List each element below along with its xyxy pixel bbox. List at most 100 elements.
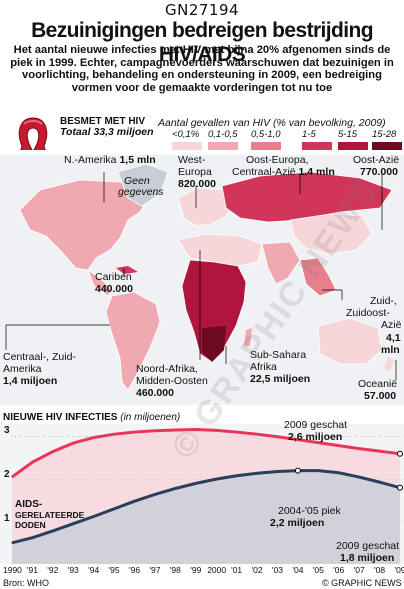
legend-title: Aantal gevallen van HIV (% van bevolking…: [158, 117, 386, 129]
aids-label-2: GERELATEERDE: [15, 510, 85, 520]
legend-label-0: <0,1%: [172, 129, 200, 140]
x-tick-label: '92: [47, 565, 59, 575]
subtitle: Het aantal nieuwe infecties met HIV met …: [10, 44, 394, 94]
label-latin-america-value: 1,4 miljoen: [3, 375, 58, 387]
series-1-point-8: [174, 487, 176, 490]
x-tick-label: '98: [169, 565, 181, 575]
series-line-0: [11, 428, 401, 479]
legend-swatch-1: [208, 142, 238, 151]
legend-label-2: 0,5-1,0: [251, 129, 281, 140]
x-tick-label: '97: [149, 565, 161, 575]
series-line-1: [11, 469, 401, 545]
series-0-point-6: [133, 431, 136, 433]
label-ssa-value: 22,5 miljoen: [250, 373, 311, 385]
legend-swatch-3: [302, 142, 332, 151]
legend-label-1: 0,1-0,5: [208, 129, 238, 140]
series-0-point-9: [195, 428, 197, 431]
x-tick-label: '94: [88, 565, 100, 575]
series-1-point-16: [338, 472, 340, 474]
map-australia: [317, 317, 383, 365]
map-caribbean: [116, 266, 138, 274]
ribbon-total: Totaal 33,3 miljoen: [60, 126, 154, 138]
y-tick-2: 2: [4, 469, 10, 480]
annotation-infections-line1: 2009 geschat: [284, 419, 348, 431]
label-east-asia-value: 770.000: [360, 166, 398, 178]
page-title: Bezuinigingen bedreigen bestrijding HIV/…: [31, 19, 373, 66]
map-east-asia: [289, 213, 373, 255]
x-tick-label: 2000: [207, 565, 227, 575]
y-tick-3: 3: [4, 425, 10, 436]
label-caribbean-value: 440.000: [95, 283, 133, 295]
legend-swatch-0: [172, 142, 202, 151]
aids-label-3: DODEN: [15, 520, 46, 530]
map-north-america: [19, 179, 151, 271]
series-1-point-5: [113, 508, 115, 510]
label-east-europe-name1: Oost-Europa,: [246, 154, 309, 166]
label-oceania-name: Oceanië: [358, 378, 398, 390]
legend-label-4: 5-15: [338, 129, 358, 140]
series-0-point-15: [317, 442, 319, 444]
x-tick-label: '02: [251, 565, 263, 575]
series-0-point-1: [31, 461, 34, 463]
label-sea-name3: Azië: [381, 319, 402, 331]
map-russia: [221, 171, 393, 223]
legend-swatch-2: [251, 142, 281, 151]
legend-swatch-5: [372, 142, 402, 151]
x-tick-label: 1990: [3, 565, 22, 575]
series-0-point-8: [174, 429, 176, 431]
annotation-peak-line2: 2,2 miljoen: [270, 517, 325, 529]
map-middle-east: [177, 233, 263, 267]
x-tick-label: '95: [108, 565, 120, 575]
label-north-america: N.-Amerika 1,5 mln: [64, 154, 156, 166]
ribbon-title: BESMET MET HIV: [60, 116, 146, 127]
label-greenland-1: Geen: [124, 175, 150, 187]
x-tick-label: '06: [333, 565, 345, 575]
x-tick-label: '96: [128, 565, 141, 575]
x-tick-label: '93: [67, 565, 79, 575]
x-tick-label: '99: [190, 565, 202, 575]
annotation-deaths-line1: 2009 geschat: [336, 540, 400, 552]
label-east-europe: Centraal-Azië 1,4 mln: [232, 166, 335, 178]
series-1-point-18: [378, 481, 381, 483]
aids-label-1: AIDS-: [15, 499, 43, 510]
x-tick-label: '05: [312, 565, 324, 575]
label-west-europe-value: 820.000: [178, 178, 216, 190]
map-central-america: [87, 268, 113, 297]
label-latin-america-name1: Centraal-, Zuid-: [3, 351, 76, 363]
label-mena-name2: Midden-Oosten: [136, 375, 208, 387]
series-0-point-2: [52, 450, 54, 453]
map-southern-africa: [202, 326, 226, 362]
x-tick-label: '07: [353, 565, 365, 575]
map-europe: [177, 187, 235, 227]
series-area-1: [12, 470, 400, 564]
series-0-point-13: [276, 436, 279, 438]
map-south-america: [105, 291, 161, 391]
series-0-point-0: [11, 476, 13, 478]
map-greenland: [117, 163, 169, 207]
series-0-point-11: [236, 431, 238, 433]
x-axis-ticks: 1990 '91 '92 '93 '94 '95 '96 '97 '98 '99 2000 '01 '0…: [0, 565, 404, 577]
series-1-point-2: [52, 530, 54, 532]
label-ssa-name1: Sub-Sahara: [250, 349, 307, 361]
label-sea-value2: mln: [381, 344, 400, 356]
label-west-europe-name1: West-: [178, 154, 206, 166]
label-caribbean-name: Cariben: [95, 271, 132, 283]
series-0-point-10: [215, 429, 217, 431]
series-0-point-18: [378, 450, 381, 452]
legend-swatch-4: [338, 142, 368, 151]
series-0-point-14: [297, 439, 299, 441]
chart-title: NIEUWE HIV INFECTIES (in miljoenen): [3, 412, 181, 423]
annotation-infections-line2: 2,6 miljoen: [288, 431, 343, 443]
series-0-point-3: [72, 442, 74, 444]
series-1-point-4: [93, 515, 95, 518]
legend-label-3: 1-5: [302, 129, 316, 140]
series-1-point-7: [154, 493, 156, 496]
label-east-asia-name: Oost-Azië: [353, 154, 400, 166]
x-tick-label: '09: [394, 565, 404, 575]
x-tick-label: '03: [271, 565, 283, 575]
series-1-point-15: [317, 470, 319, 472]
series-1-point-13: [276, 470, 279, 473]
label-sea-value1: 4,1: [386, 332, 401, 344]
y-tick-1: 1: [4, 513, 10, 524]
annotation-marker-1: [294, 467, 301, 474]
